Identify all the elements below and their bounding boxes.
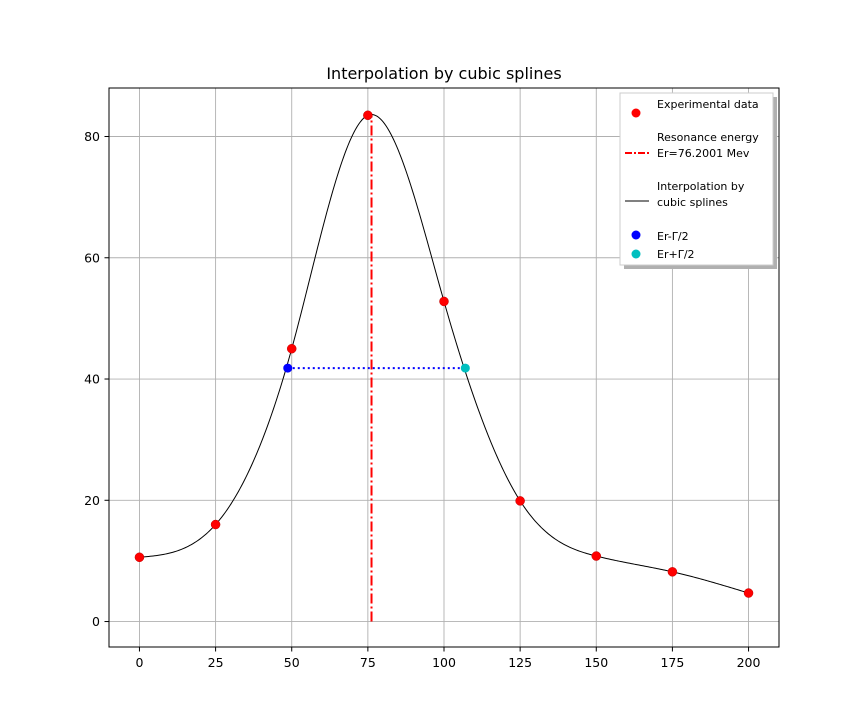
x-tick-label: 200: [737, 655, 761, 670]
experimental-point: [134, 552, 145, 563]
legend-label-resonance: Er=76.2001 Mev: [657, 147, 750, 160]
legend-marker-experimental: [631, 108, 641, 118]
x-tick-label: 50: [284, 655, 300, 670]
chart-title: Interpolation by cubic splines: [326, 64, 561, 83]
experimental-point: [591, 551, 602, 561]
y-tick-label: 60: [84, 250, 100, 265]
legend-label-resonance: Resonance energy: [657, 131, 759, 144]
x-tick-label: 0: [135, 655, 143, 670]
legend: Experimental data Resonance energy Er=76.2…: [619, 92, 777, 269]
legend-label-er-plus: Er+Γ/2: [657, 248, 695, 261]
er-minus-point: [283, 363, 293, 373]
y-tick-label: 40: [84, 372, 100, 387]
experimental-point: [363, 110, 373, 121]
y-tick-label: 0: [92, 614, 100, 629]
legend-label-spline: cubic splines: [657, 196, 728, 209]
experimental-point: [210, 519, 221, 530]
legend-box: [619, 92, 774, 266]
x-tick-label: 25: [208, 655, 224, 670]
axes-frame: [108, 87, 780, 648]
experimental-point: [286, 343, 297, 354]
legend-label-er-minus: Er-Γ/2: [657, 230, 689, 243]
x-tick-label: 175: [660, 655, 684, 670]
experimental-point: [743, 588, 754, 598]
experimental-point: [667, 567, 678, 577]
legend-label-spline: Interpolation by: [657, 180, 745, 193]
x-tick-label: 100: [432, 655, 456, 670]
experimental-point: [515, 496, 525, 506]
x-tick-label: 75: [360, 655, 376, 670]
er-plus-point: [460, 363, 470, 373]
legend-label-experimental: Experimental data: [657, 98, 759, 111]
x-tick-label: 125: [508, 655, 532, 670]
legend-marker-er-minus: [631, 230, 641, 240]
y-tick-label: 20: [84, 493, 100, 508]
x-tick-label: 150: [584, 655, 608, 670]
experimental-point: [439, 296, 449, 307]
y-tick-label: 80: [84, 129, 100, 144]
legend-marker-er-plus: [631, 249, 641, 259]
